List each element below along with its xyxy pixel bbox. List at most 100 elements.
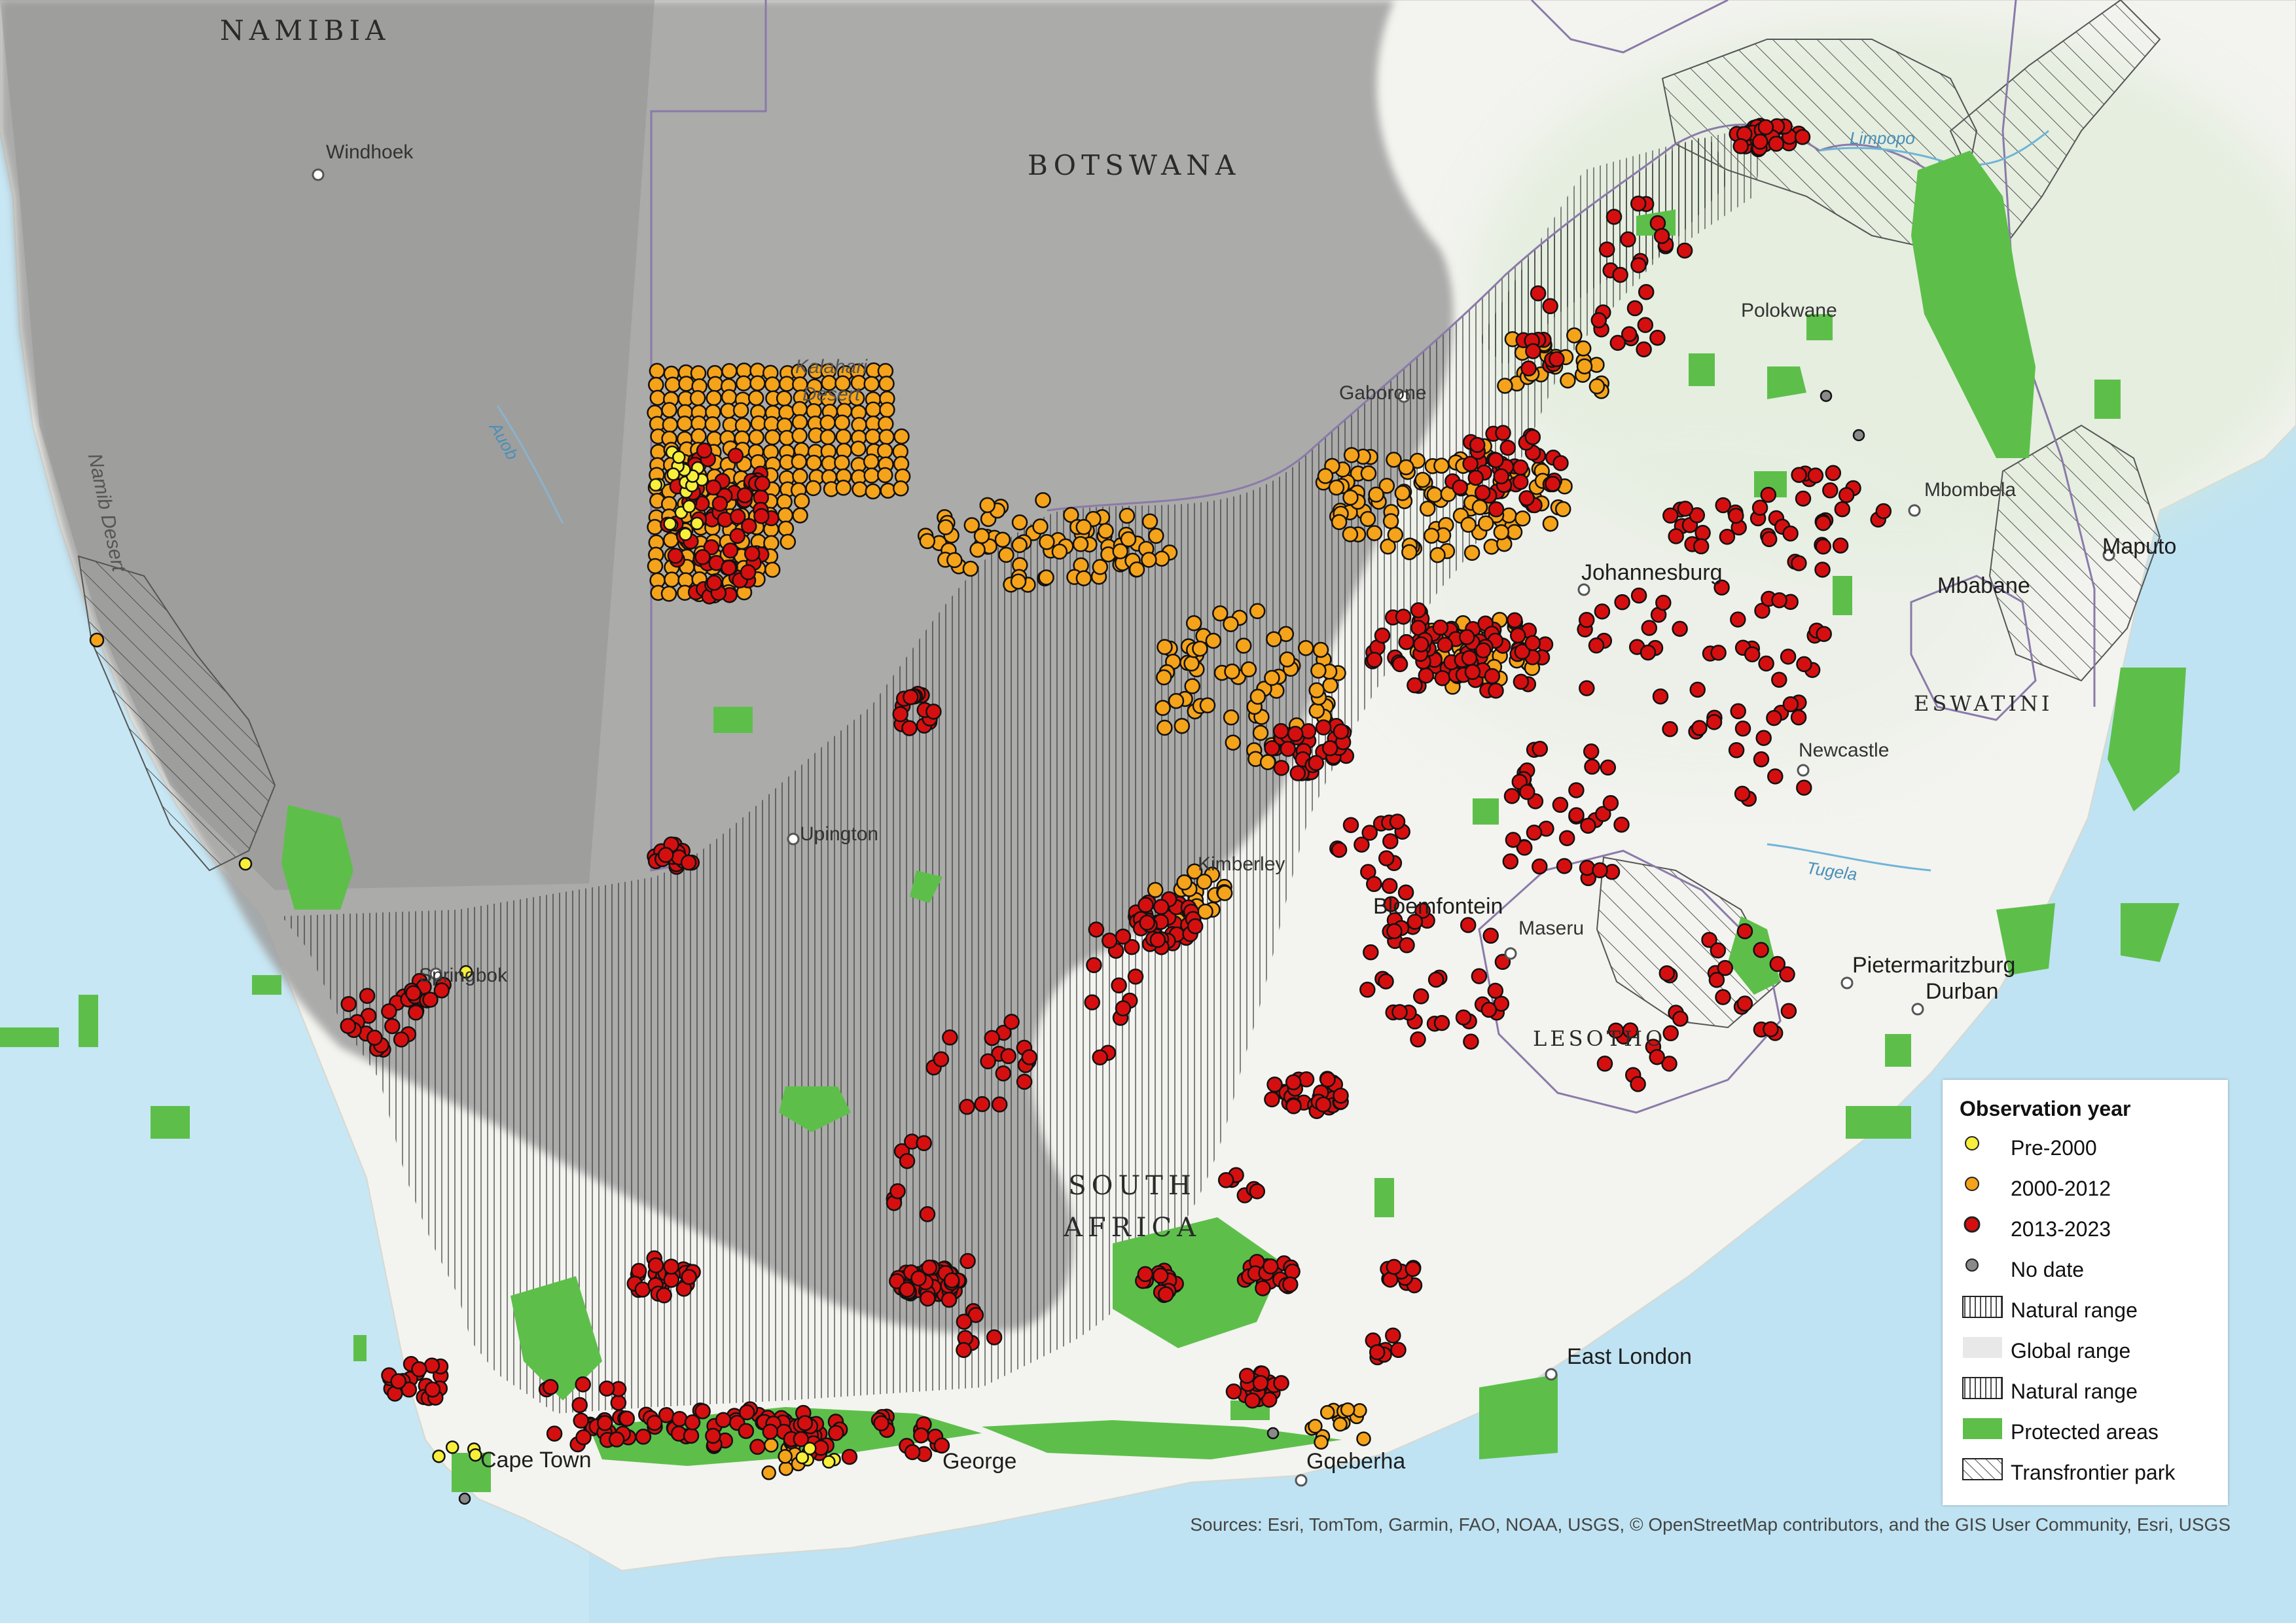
- observation-point: [1602, 794, 1619, 812]
- observation-point: [1713, 579, 1730, 596]
- observation-point: [1385, 1327, 1401, 1344]
- observation-point: [1238, 1368, 1255, 1384]
- observation-point: [678, 376, 694, 392]
- observation-point: [722, 542, 739, 559]
- observation-point: [1249, 603, 1266, 620]
- observation-point: [974, 1096, 990, 1113]
- lesotho-outline: [1478, 849, 1782, 1114]
- observation-point: [1111, 977, 1127, 993]
- observation-point: [1790, 709, 1807, 726]
- observation-point: [1225, 1383, 1242, 1400]
- observation-point: [1315, 719, 1332, 736]
- observation-point: [1287, 726, 1304, 742]
- observation-point: [1506, 524, 1523, 541]
- observation-point: [1662, 1025, 1679, 1042]
- observation-point: [1333, 1087, 1349, 1104]
- observation-point: [1183, 655, 1200, 672]
- legend-item-global-range: Global range: [1962, 1336, 2130, 1365]
- observation-point: [1514, 643, 1531, 660]
- observation-point: [1760, 486, 1777, 503]
- observation-point: [1035, 491, 1051, 508]
- observation-point: [573, 1412, 589, 1429]
- observation-point: [1352, 1403, 1367, 1418]
- observation-point: [1412, 988, 1429, 1005]
- observation-point: [1638, 283, 1655, 300]
- observation-point: [1432, 619, 1449, 636]
- observation-point: [1199, 697, 1216, 714]
- observation-point: [963, 517, 980, 533]
- observation-point: [672, 450, 686, 464]
- observation-point: [1039, 533, 1055, 550]
- observation-point: [1407, 677, 1423, 694]
- attribution: Sources: Esri, TomTom, Garmin, FAO, NOAA…: [1190, 1514, 2231, 1535]
- observation-point: [1580, 817, 1596, 834]
- observation-point: [1255, 1280, 1271, 1296]
- observation-point: [1157, 639, 1173, 655]
- observation-point: [819, 414, 836, 431]
- observation-point: [1505, 832, 1522, 848]
- observation-point: [1578, 612, 1595, 628]
- observation-point: [1264, 740, 1280, 757]
- observation-point: [411, 1361, 427, 1378]
- observation-point: [1389, 813, 1406, 830]
- observation-point: [1308, 1419, 1323, 1434]
- country-label-botswana: BOTSWANA: [1028, 149, 1241, 181]
- observation-point: [791, 454, 808, 470]
- observation-point: [1252, 1374, 1269, 1391]
- observation-point: [1662, 721, 1678, 738]
- observation-point: [1141, 552, 1157, 568]
- observation-point: [1399, 937, 1415, 954]
- observation-point: [893, 480, 909, 497]
- observation-point: [1356, 1431, 1371, 1446]
- observation-point: [424, 1381, 441, 1398]
- observation-point: [835, 480, 852, 496]
- observation-point: [1401, 544, 1418, 560]
- observation-point: [1596, 1056, 1613, 1072]
- observation-point: [735, 375, 752, 391]
- observation-point: [1554, 501, 1571, 518]
- observation-point: [619, 1410, 636, 1427]
- observation-point: [1266, 631, 1282, 647]
- observation-point: [1383, 896, 1399, 912]
- observation-point: [1240, 661, 1257, 678]
- observation-point: [863, 454, 880, 470]
- observation-point: [1434, 669, 1451, 687]
- observation-point: [797, 1415, 814, 1431]
- observation-point: [1264, 1091, 1280, 1108]
- observation-point: [732, 402, 749, 419]
- observation-point: [749, 375, 766, 391]
- observation-point: [1598, 241, 1615, 258]
- observation-point: [679, 527, 692, 541]
- observation-point: [1771, 671, 1787, 688]
- legend-item-2000-2012: 2000-2012: [1962, 1174, 2111, 1203]
- observation-point: [1526, 824, 1543, 841]
- observation-point: [793, 1431, 810, 1448]
- observation-point: [1387, 526, 1404, 543]
- legend-point-icon: [1964, 1216, 1981, 1233]
- observation-point: [1196, 874, 1213, 890]
- observation-point: [738, 1404, 755, 1421]
- observation-point: [662, 416, 679, 433]
- observation-point: [1621, 326, 1638, 342]
- observation-point: [1834, 501, 1851, 518]
- observation-point: [1259, 754, 1276, 770]
- observation-point: [648, 376, 664, 393]
- observation-point: [1614, 594, 1630, 611]
- observation-point: [1308, 702, 1325, 719]
- observation-point: [764, 429, 781, 446]
- observation-point: [1407, 914, 1424, 930]
- vertical-hatch-icon: [1962, 1377, 2003, 1399]
- observation-point: [1605, 209, 1623, 225]
- observation-point: [664, 571, 680, 588]
- observation-point: [715, 1412, 732, 1429]
- observation-point: [1155, 700, 1171, 716]
- eswatini-outline: [1910, 575, 2037, 721]
- observation-point: [1223, 709, 1240, 726]
- observation-point: [1588, 637, 1605, 654]
- observation-point: [1766, 709, 1782, 726]
- observation-point: [1630, 257, 1647, 274]
- observation-point: [1308, 682, 1325, 699]
- observation-point: [689, 390, 706, 406]
- observation-point: [1284, 1263, 1300, 1280]
